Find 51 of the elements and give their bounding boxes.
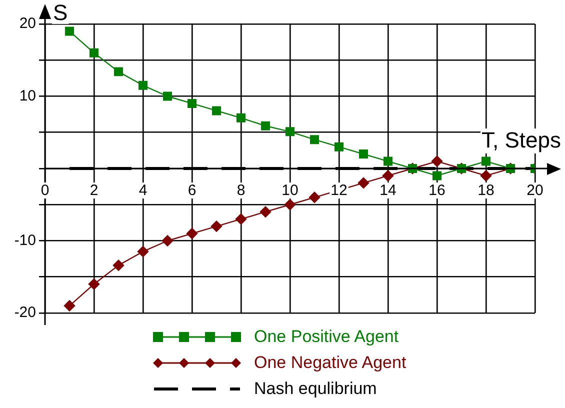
point (236, 113, 246, 122)
point (310, 135, 319, 144)
point (163, 92, 172, 101)
point (382, 170, 394, 182)
point (162, 235, 174, 246)
text: Nash equlibrium (254, 379, 377, 399)
point (334, 142, 344, 152)
point (261, 121, 270, 130)
x-tick-label: 0 (40, 182, 50, 200)
y-tick-label: 10 (19, 87, 36, 104)
point (114, 67, 123, 76)
point (359, 150, 368, 159)
x-tick-label: 16 (428, 182, 446, 200)
x-tick-label: 2 (90, 182, 98, 200)
x-axis-title: T, Steps (482, 128, 561, 153)
x-tick-label: 4 (138, 182, 148, 200)
point (284, 199, 296, 210)
point (235, 213, 247, 225)
x-tick-label: 6 (188, 182, 196, 200)
y-tick-label: -20 (14, 304, 36, 322)
point (65, 26, 74, 36)
y-tick-label: 20 (19, 15, 36, 32)
point (88, 278, 100, 290)
point (138, 80, 148, 90)
point (358, 177, 370, 189)
point (286, 127, 294, 136)
x-tick-label: 8 (236, 182, 246, 200)
point (482, 156, 490, 166)
x-tick-label: 20 (526, 182, 544, 200)
x-tick-label: 18 (478, 182, 494, 200)
point (90, 48, 98, 58)
legend-label: One Positive Agent (254, 327, 399, 347)
x-tick-label: 10 (282, 182, 298, 200)
point (137, 246, 149, 258)
point (112, 260, 124, 271)
point (210, 220, 222, 232)
y-axis-title: S (53, 0, 68, 26)
point (308, 192, 320, 203)
point (212, 106, 221, 116)
point (186, 228, 198, 240)
x-tick-label: 14 (380, 182, 396, 200)
point (64, 300, 76, 312)
legend-label: One Negative Agent (254, 353, 406, 373)
x-tick-label: 12 (330, 182, 348, 200)
point (188, 98, 196, 108)
point (432, 171, 442, 180)
point (480, 170, 492, 182)
point (384, 156, 392, 166)
point (260, 206, 272, 218)
point (431, 156, 443, 167)
y-tick-label: -10 (14, 232, 36, 249)
